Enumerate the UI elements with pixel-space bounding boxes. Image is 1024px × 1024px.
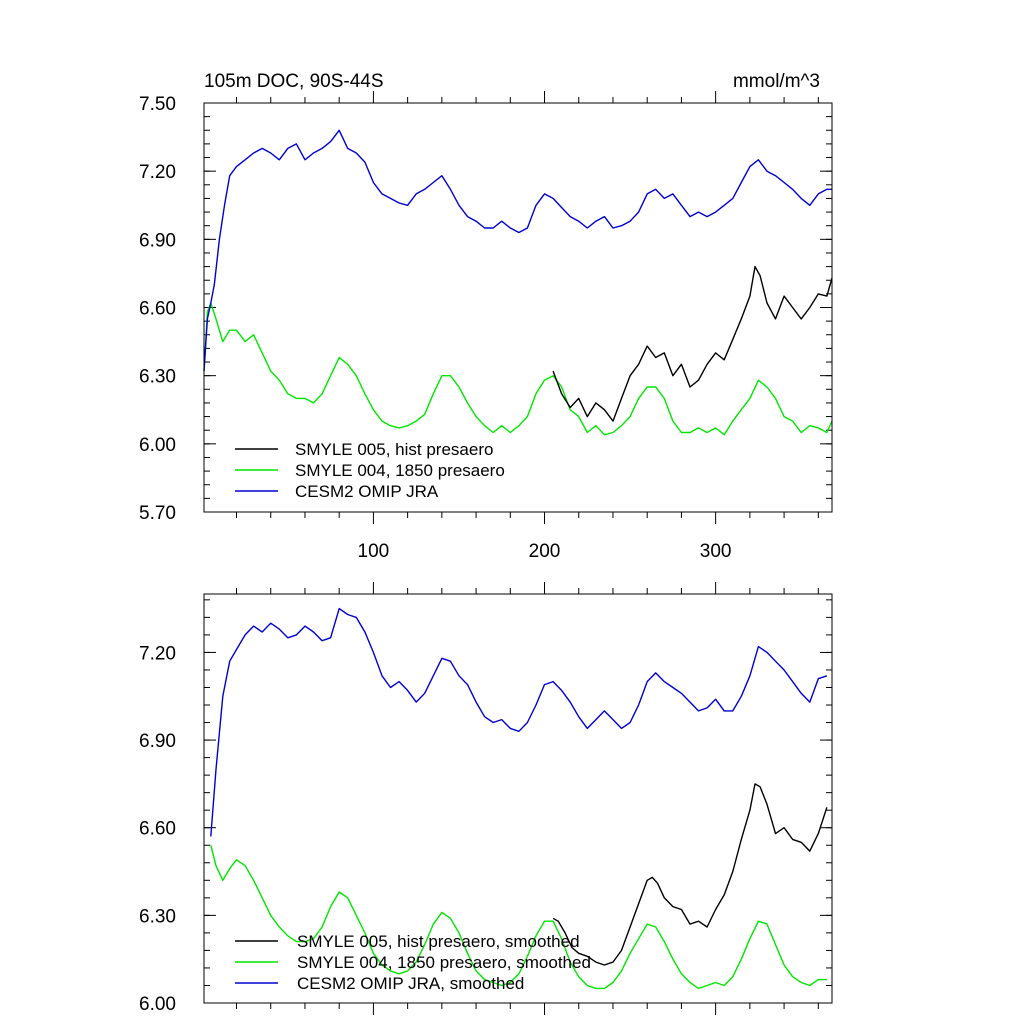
- legend-label-omip: CESM2 OMIP JRA: [295, 482, 439, 501]
- top-panel-units: mmol/m^3: [733, 71, 820, 92]
- top-panel-series: [203, 129, 833, 436]
- y-tick-label: 6.60: [139, 299, 176, 320]
- legend-label-1850-smoothed: SMYLE 004, 1850 presaero, smoothed: [297, 953, 591, 972]
- top-series-line-hist: [552, 265, 833, 422]
- x-tick-label: 100: [358, 541, 390, 562]
- bottom-series-line-hist: [552, 783, 828, 966]
- top-panel: 105m DOC, 90S-44S mmol/m^3 7.50 7.20 6.90 6…: [139, 71, 833, 562]
- legend-label-hist: SMYLE 005, hist presaero: [295, 440, 493, 459]
- y-tick-label: 6.90: [139, 230, 176, 251]
- y-tick-label: 7.20: [139, 162, 176, 183]
- top-panel-frame: [203, 102, 833, 513]
- y-tick-label: 6.30: [139, 367, 176, 388]
- y-tick-label: 6.90: [139, 731, 176, 752]
- top-panel-ticks: 7.50 7.20 6.90 6.60 6.30 6.00 5.70 100 200 300: [139, 91, 832, 562]
- y-tick-label: 5.70: [139, 503, 176, 524]
- legend-label-omip-smoothed: CESM2 OMIP JRA, smoothed: [297, 974, 524, 993]
- y-tick-label: 7.20: [139, 643, 176, 664]
- bottom-panel-frame: [203, 593, 833, 1004]
- x-tick-label: 200: [529, 541, 561, 562]
- top-series-line-presaero1850: [203, 302, 833, 436]
- x-tick-label: 300: [700, 541, 732, 562]
- top-series-line-omip: [203, 129, 832, 372]
- legend-label-1850: SMYLE 004, 1850 presaero: [295, 461, 505, 480]
- bottom-panel-series: [210, 607, 828, 990]
- y-tick-label: 6.30: [139, 906, 176, 927]
- top-panel-title: 105m DOC, 90S-44S: [204, 71, 384, 92]
- bottom-panel-ticks: 7.20 6.90 6.60 6.30 6.00: [139, 582, 832, 1015]
- bottom-series-line-presaero1850: [210, 845, 827, 990]
- bottom-series-line-omip: [210, 607, 828, 837]
- bottom-panel-legend: SMYLE 005, hist presaero, smoothed SMYLE…: [235, 932, 591, 993]
- bottom-panel: 7.20 6.90 6.60 6.30 6.00 SMYLE 005, hist pre…: [139, 582, 833, 1015]
- legend-label-hist-smoothed: SMYLE 005, hist presaero, smoothed: [297, 932, 580, 951]
- y-tick-label: 6.00: [139, 994, 176, 1015]
- top-panel-legend: SMYLE 005, hist presaero SMYLE 004, 1850…: [235, 440, 505, 501]
- y-tick-label: 6.60: [139, 819, 176, 840]
- y-tick-label: 6.00: [139, 435, 176, 456]
- y-tick-label: 7.50: [139, 94, 176, 115]
